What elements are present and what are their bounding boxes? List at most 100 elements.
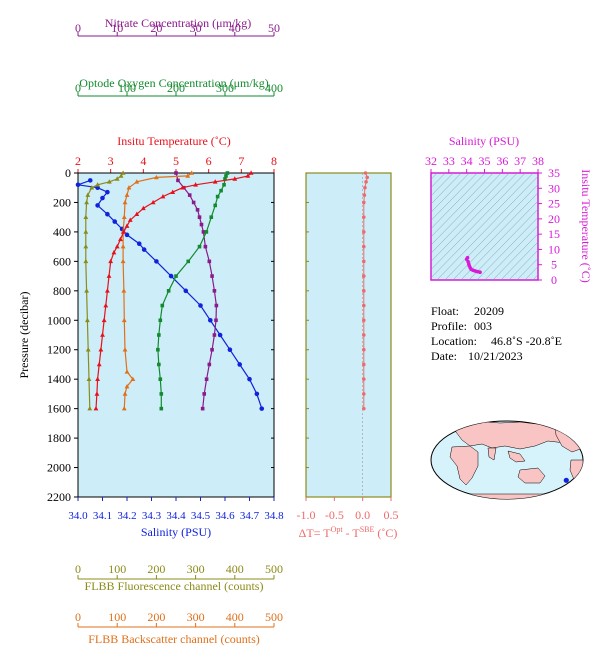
nitrate-point [214, 303, 219, 308]
salinity-point [95, 203, 100, 208]
nitrate-tick-label: 10 [111, 21, 123, 35]
delta-t-point [362, 259, 366, 264]
salinity-point [100, 195, 105, 201]
backscatter-point [122, 391, 128, 396]
backscatter-point [121, 406, 127, 411]
oxygen-tick-label: 100 [118, 81, 136, 95]
nitrate-tick-label: 50 [268, 21, 280, 35]
date-label: Date: [431, 349, 457, 363]
temperature-point [212, 179, 218, 184]
main-plot-area [77, 172, 275, 498]
pressure-tick-label: 1000 [47, 313, 71, 327]
temperature-point [114, 244, 120, 249]
temperature-axis-title: Insitu Temperature (˚C) [117, 134, 231, 148]
ts-isopycnal-curve [431, 173, 462, 205]
oxygen-point [223, 177, 227, 181]
ts-y-tick-label: 25 [548, 197, 560, 211]
ts-x-tick-label: 35 [479, 154, 491, 168]
nitrate-point [210, 347, 214, 352]
fluorescence-point [89, 185, 95, 190]
salinity-point [217, 332, 223, 338]
backscatter-point [121, 288, 127, 293]
temperature-point [118, 236, 123, 242]
ts-x-tick-label: 38 [532, 154, 544, 168]
delta-t-point [363, 171, 368, 175]
delta-t-point [362, 333, 366, 337]
ts-isopycnal-curve [468, 208, 538, 280]
backscatter-tick-label: 300 [187, 610, 205, 624]
ts-isopycnal-curve [452, 192, 538, 280]
ts-isopycnal-curve [484, 225, 538, 280]
temperature-tick-label: 5 [173, 154, 179, 168]
temperature-point [232, 176, 238, 181]
nitrate-point [212, 333, 217, 337]
oxygen-point [160, 303, 165, 308]
delta-t-axis-title: ΔT= TOpt - TSBE (˚C) [299, 525, 398, 540]
date-value: 10/21/2023 [468, 349, 523, 363]
ts-y-tick-label: 10 [548, 242, 560, 256]
fluorescence-point [106, 179, 112, 184]
nitrate-point [203, 244, 208, 249]
backscatter-point [126, 185, 132, 190]
ts-y-tick-label: 0 [551, 273, 557, 287]
oxygen-axis: Optode Oxygen Concentration (μm/kg) 0 100… [75, 76, 283, 97]
backscatter-point [185, 173, 191, 178]
salinity-tick-label: 34.5 [191, 510, 211, 522]
map-land-india [487, 447, 497, 461]
delta-t-point [363, 185, 367, 190]
ts-isopycnal-curve [431, 173, 454, 197]
temperature-tick-label: 2 [75, 154, 81, 168]
nitrate-tick-label: 20 [150, 21, 162, 35]
salinity-tick-label: 34.8 [264, 510, 284, 522]
fluorescence-point [87, 406, 93, 411]
oxygen-point [159, 406, 164, 411]
ts-isopycnal-curve [508, 249, 538, 280]
backscatter-axis: 0 100 200 300 400 500 FLBB Backscatter channe… [75, 610, 283, 646]
temperature-point [193, 182, 198, 187]
delta-t-point [362, 244, 366, 249]
fluorescence-point [84, 199, 90, 205]
fluorescence-tick-label: 0 [75, 562, 81, 576]
fluorescence-point [85, 192, 91, 197]
fluorescence-point [83, 214, 89, 219]
backscatter-tick-label: 400 [226, 610, 244, 624]
nitrate-point [187, 193, 192, 197]
temperature-tick-label: 8 [271, 154, 277, 168]
temperature-point [101, 317, 107, 323]
nitrate-point [195, 208, 200, 212]
ts-isopycnal-curve [516, 258, 538, 280]
nitrate-tick-label: 0 [75, 21, 81, 35]
backscatter-point [122, 199, 128, 205]
oxygen-point [224, 174, 228, 178]
nitrate-tick-label: 30 [190, 21, 202, 35]
ts-isopycnal-curve [431, 173, 494, 238]
temperature-point [245, 173, 251, 178]
fluorescence-axis: 0 100 200 300 400 500 FLBB Fluorescence chann… [75, 562, 283, 593]
oxygen-point [157, 362, 161, 367]
backscatter-tick-label: 500 [265, 610, 283, 624]
backscatter-point [130, 376, 136, 381]
backscatter-point [124, 192, 130, 197]
temperature-point [103, 302, 109, 308]
backscatter-point [120, 244, 126, 249]
ts-y-tick-label: 30 [548, 181, 560, 195]
map-land-seasia [507, 450, 526, 463]
pressure-tick-label: 2200 [47, 490, 71, 504]
oxygen-point [209, 215, 214, 219]
temperature-point [127, 217, 133, 222]
ts-x-tick-label: 32 [425, 154, 437, 168]
temperature-tick-label: 7 [238, 154, 244, 168]
oxygen-tick-label: 0 [75, 81, 81, 95]
temperature-point [170, 189, 176, 194]
delta-t-plot-area [305, 172, 392, 498]
nitrate-point [202, 392, 207, 396]
nitrate-point [201, 230, 206, 234]
pressure-tick-label: 400 [53, 225, 71, 239]
map-land-australia [517, 467, 546, 484]
ts-isopycnal-curve [431, 173, 478, 221]
ts-x-tick-label: 34 [461, 154, 473, 168]
ts-x-tick-label: 33 [443, 154, 455, 168]
profile-value: 003 [474, 319, 492, 333]
temperature-tick-label: 6 [206, 154, 212, 168]
delta-t-tick-label: -1.0 [297, 508, 316, 522]
